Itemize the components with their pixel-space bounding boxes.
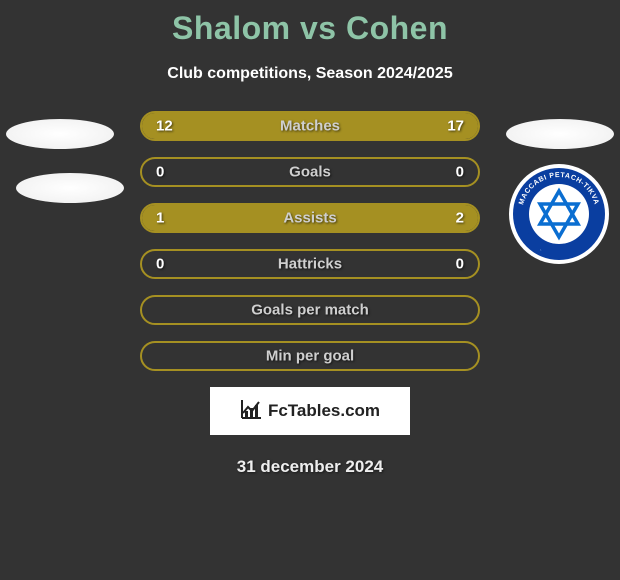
stat-rows: 1217Matches00Goals12Assists00HattricksGo… bbox=[140, 111, 480, 371]
subtitle: Club competitions, Season 2024/2025 bbox=[0, 65, 620, 83]
stat-value-left: 0 bbox=[156, 164, 164, 181]
stat-label: Assists bbox=[283, 210, 336, 227]
comparison-content: MACCABI PETACH-TIKVA מ.כ. פתח-תקוה 1217M… bbox=[0, 111, 620, 477]
stat-value-left: 1 bbox=[156, 210, 164, 227]
brand-box: FcTables.com bbox=[210, 387, 410, 435]
stat-value-right: 17 bbox=[447, 118, 464, 135]
stat-row: 12 17 Matches bbox=[140, 111, 480, 141]
stat-row: Min per goal bbox=[140, 341, 480, 371]
stat-value-right: 0 bbox=[456, 164, 464, 181]
page-title: Shalom vs Cohen bbox=[0, 0, 620, 47]
stat-label: Goals per match bbox=[251, 302, 369, 319]
stat-label: Min per goal bbox=[266, 348, 354, 365]
stat-value-right: 0 bbox=[456, 256, 464, 273]
brand-chart-icon bbox=[240, 399, 262, 424]
stat-label: Hattricks bbox=[278, 256, 342, 273]
player-left-placeholder-1 bbox=[6, 119, 114, 149]
stat-label: Goals bbox=[289, 164, 331, 181]
stat-row: 0 0 Goals bbox=[140, 157, 480, 187]
player-left-placeholder-2 bbox=[16, 173, 124, 203]
stat-label: Matches bbox=[280, 118, 340, 135]
stat-row: 1 2 Assists bbox=[140, 203, 480, 233]
club-badge: MACCABI PETACH-TIKVA מ.כ. פתח-תקוה bbox=[508, 163, 610, 265]
brand-text: FcTables.com bbox=[268, 401, 380, 421]
player-right-placeholder bbox=[506, 119, 614, 149]
stat-value-right: 2 bbox=[456, 210, 464, 227]
stat-row: Goals per match bbox=[140, 295, 480, 325]
stat-value-left: 0 bbox=[156, 256, 164, 273]
date-line: 31 december 2024 bbox=[0, 457, 620, 477]
stat-value-left: 12 bbox=[156, 118, 173, 135]
stat-row: 0 0 Hattricks bbox=[140, 249, 480, 279]
